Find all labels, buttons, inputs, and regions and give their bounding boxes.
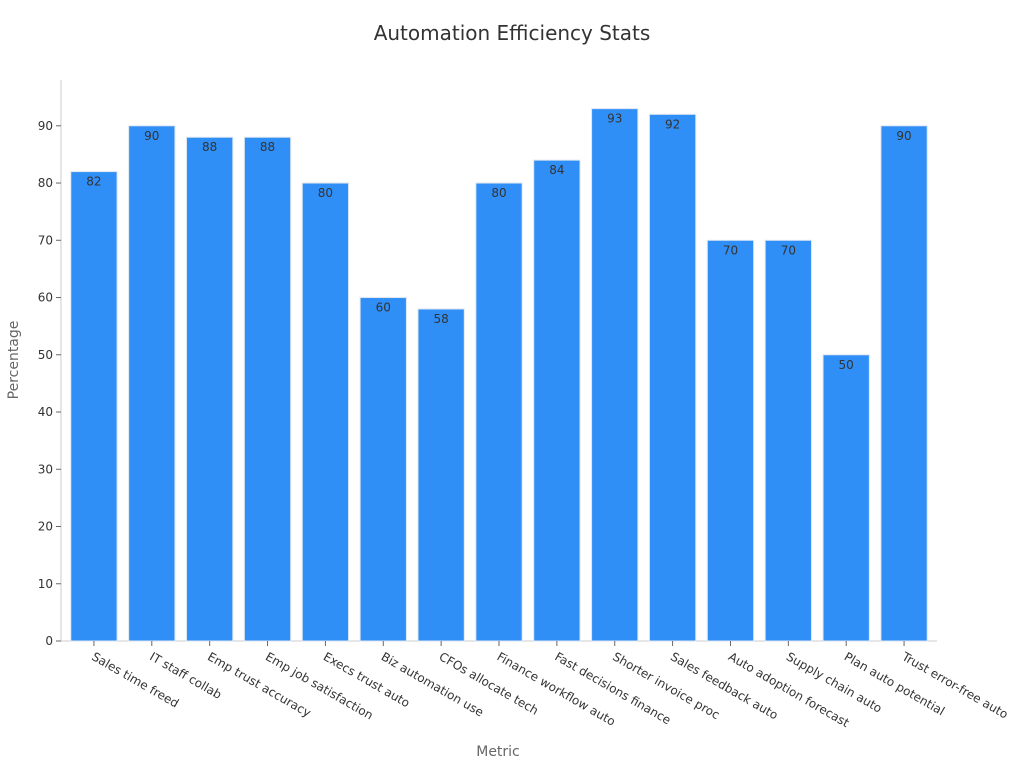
y-tick-label: 30 xyxy=(38,462,53,476)
x-tick-label: CFOs allocate tech xyxy=(437,649,541,717)
bar-value-label: 90 xyxy=(144,129,159,143)
bar xyxy=(417,308,465,642)
y-tick-label: 10 xyxy=(38,577,53,591)
x-tick-label: Emp job satisfaction xyxy=(263,649,376,722)
bar xyxy=(70,171,118,642)
bars xyxy=(70,108,928,642)
y-tick-label: 50 xyxy=(38,348,53,362)
x-tick-label: Trust error-free auto xyxy=(899,649,1011,722)
y-ticks: 0 10 20 30 40 50 60 70 80 90 xyxy=(38,119,61,648)
bar xyxy=(822,354,870,642)
bar-value-label: 88 xyxy=(260,140,275,154)
bar-value-label: 70 xyxy=(723,243,738,257)
bar-value-label: 92 xyxy=(665,117,680,131)
y-tick-label: 90 xyxy=(38,119,53,133)
y-tick-label: 60 xyxy=(38,291,53,305)
x-tick-label: Plan auto potential xyxy=(842,649,947,718)
bar-value-label: 82 xyxy=(86,175,101,189)
chart-title: Automation Efficiency Stats xyxy=(374,21,651,45)
bar xyxy=(128,125,176,642)
bar xyxy=(591,108,639,642)
bar xyxy=(359,297,407,642)
bar xyxy=(880,125,928,642)
bar-value-label: 88 xyxy=(202,140,217,154)
bar xyxy=(764,239,812,642)
bar xyxy=(243,136,292,642)
bar-value-label: 60 xyxy=(376,301,391,315)
bar-value-label: 50 xyxy=(839,358,854,372)
x-axis-title: Metric xyxy=(476,744,520,760)
y-axis-title: Percentage xyxy=(6,321,22,400)
y-tick-label: 40 xyxy=(38,405,53,419)
bar-value-label: 80 xyxy=(318,186,333,200)
y-tick-label: 80 xyxy=(38,176,53,190)
data-labels: 82 90 88 88 80 60 58 80 84 93 92 70 70 50 90 xyxy=(86,112,911,372)
bar-value-label: 93 xyxy=(607,112,622,126)
bar xyxy=(186,136,234,642)
bar-value-label: 84 xyxy=(549,163,564,177)
x-tick-label: Biz automation use xyxy=(379,649,486,719)
bar xyxy=(533,159,581,642)
bar xyxy=(301,182,350,642)
bar xyxy=(706,239,755,642)
bar-value-label: 90 xyxy=(896,129,911,143)
x-tick-label: Supply chain auto xyxy=(784,649,885,715)
x-tick-label: Emp trust accuracy xyxy=(205,649,313,720)
x-tick-label: Sales feedback auto xyxy=(668,649,780,722)
y-tick-label: 70 xyxy=(38,233,53,247)
y-tick-label: 20 xyxy=(38,520,53,534)
bar xyxy=(648,113,697,642)
bar-value-label: 80 xyxy=(491,186,506,200)
bar-value-label: 58 xyxy=(433,312,448,326)
bar xyxy=(475,182,523,642)
bar-value-label: 70 xyxy=(781,243,796,257)
y-tick-label: 0 xyxy=(45,634,53,648)
